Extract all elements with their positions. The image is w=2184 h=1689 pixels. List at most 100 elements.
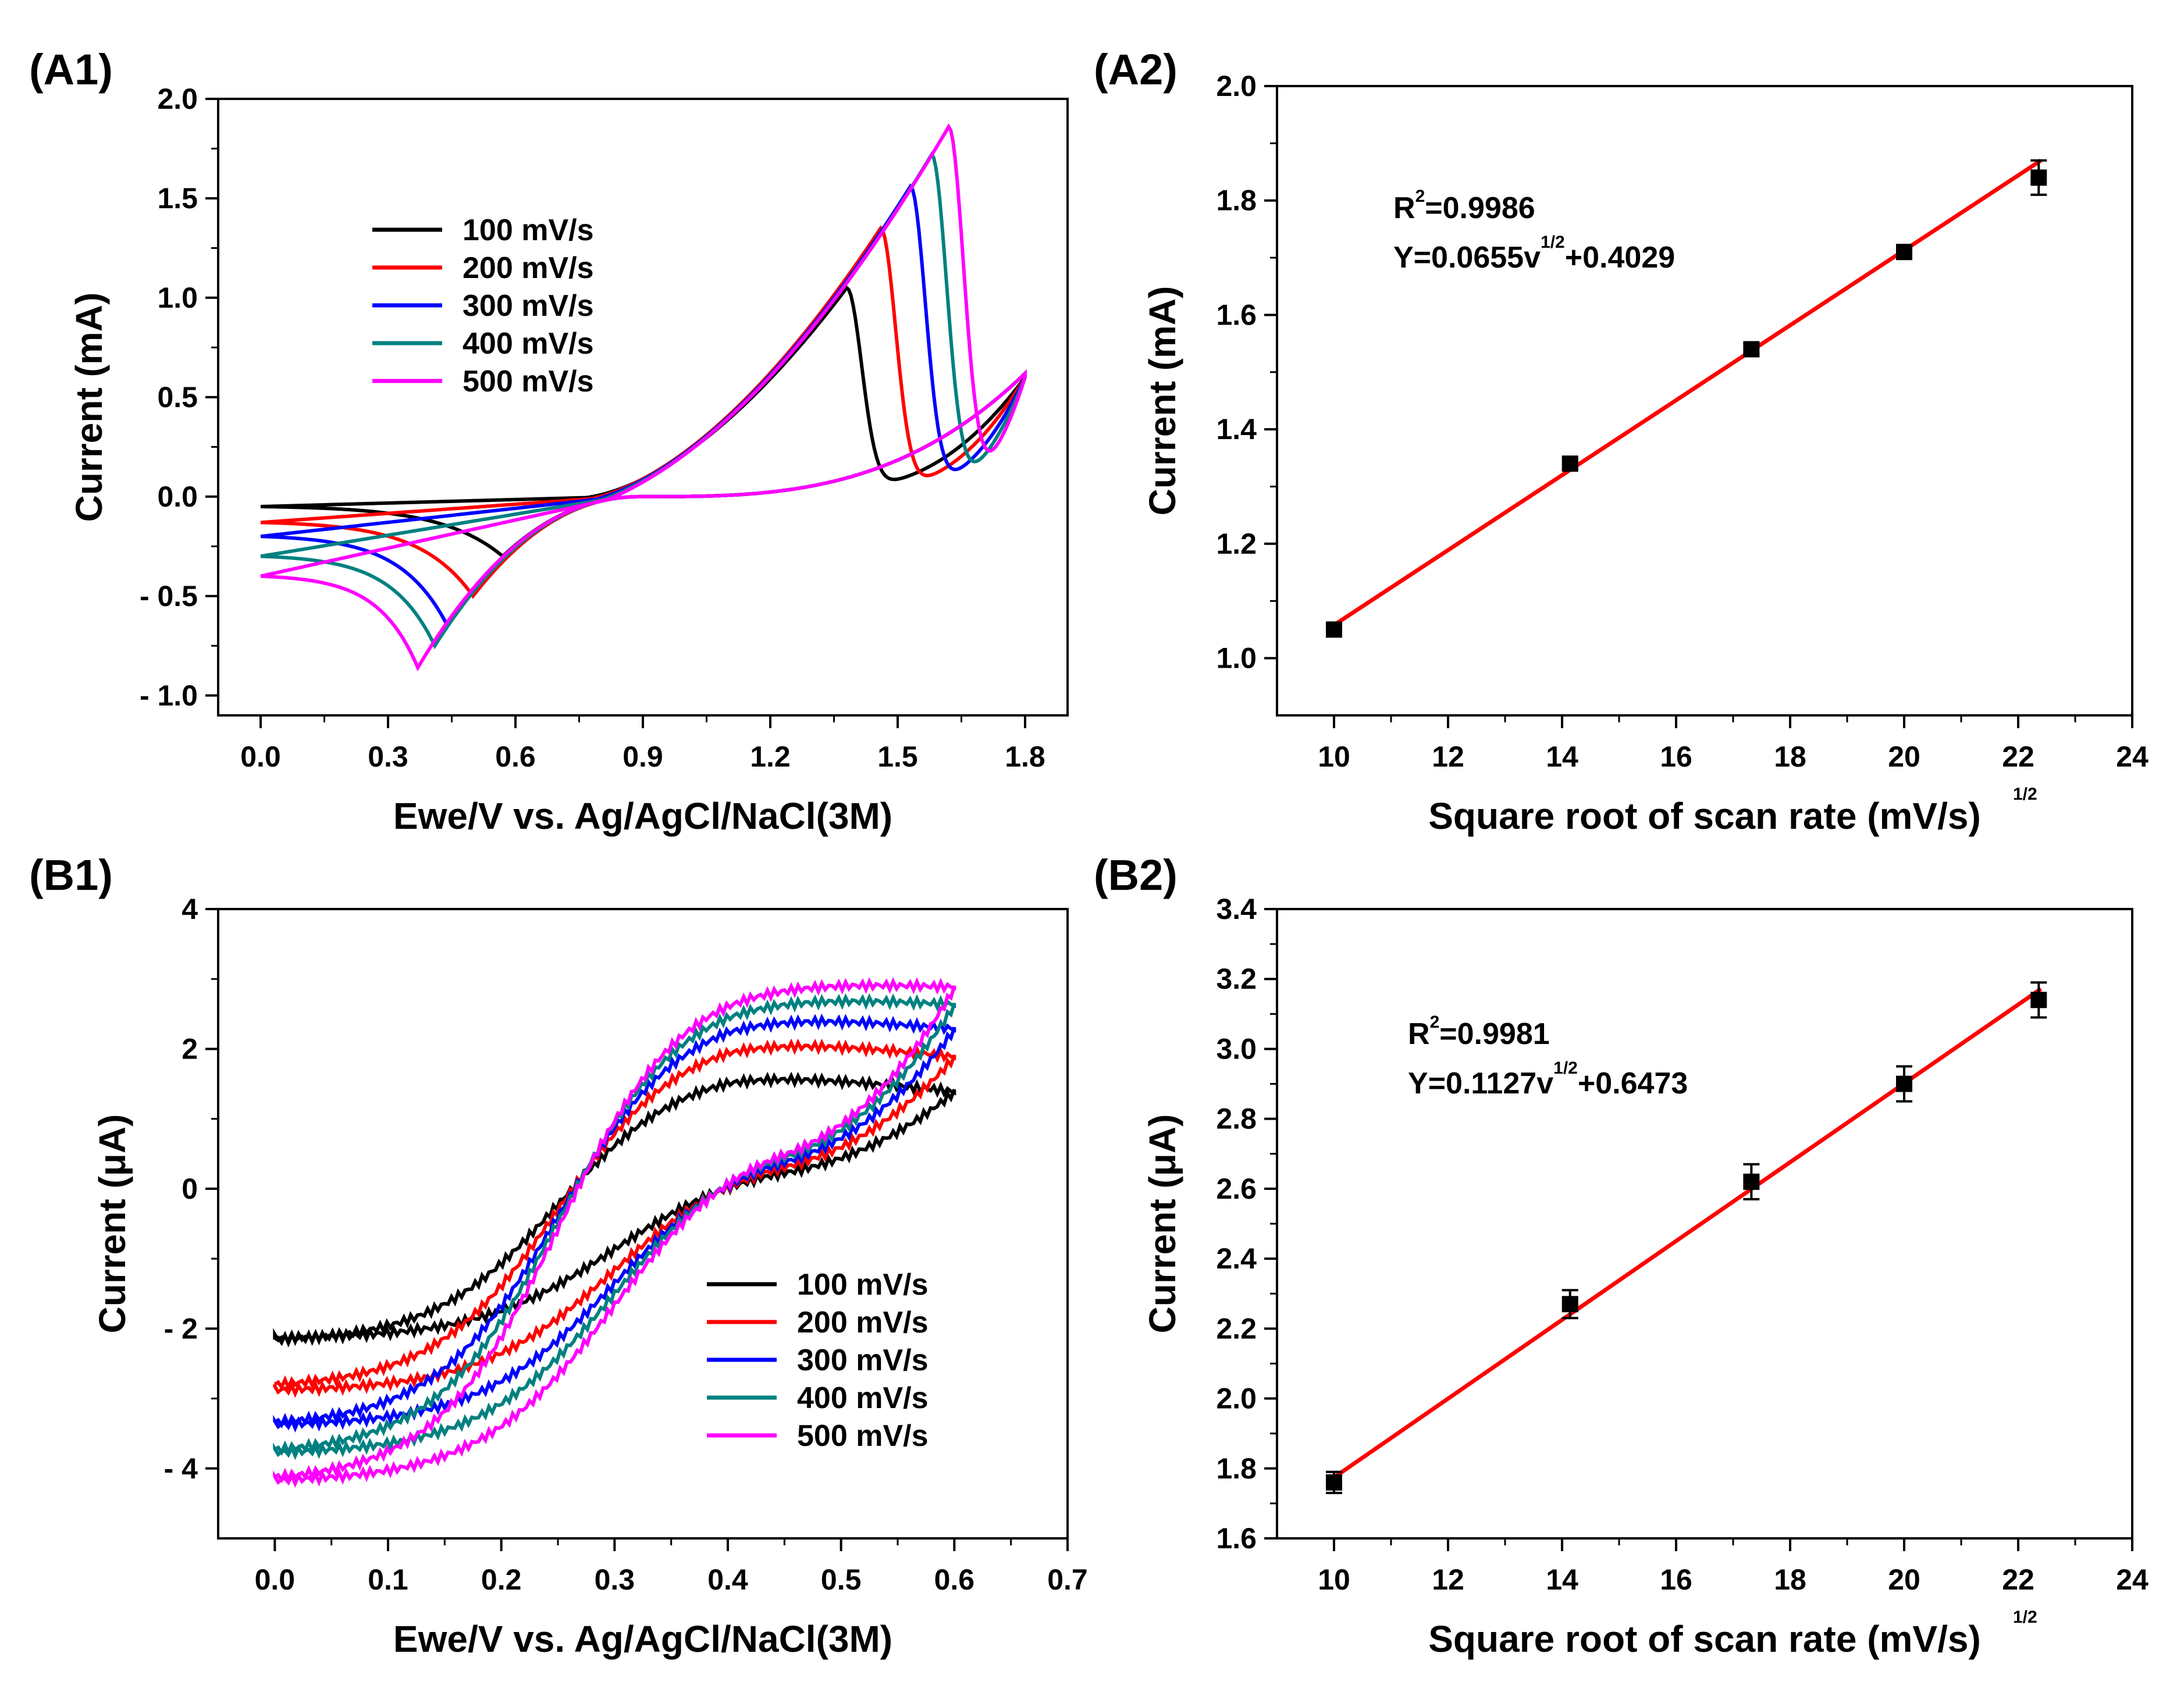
series-line-b1-3 (273, 993, 956, 1460)
data-point-b2-2 (1743, 1173, 1760, 1190)
x-tick-label-b1: 0.7 (1047, 1563, 1088, 1596)
fit-equation-annotation-b2: Y=0.1127v1/2+0.6473 (1408, 1059, 1688, 1100)
x-tick-label-a1: 0.9 (623, 740, 663, 773)
plot-area-b2 (1326, 981, 2047, 1494)
x-tick-label-b1: 0.3 (595, 1563, 635, 1596)
r-squared-annotation-b2: R2=0.9981 (1408, 1013, 1550, 1051)
data-point-a2-3 (1896, 244, 1912, 261)
data-point-a2-4 (2030, 169, 2047, 186)
x-axis-title-superscript-a2: 1/2 (2013, 785, 2037, 804)
panel-a1: (A1) 0.0 0.3 0.6 0.9 1.2 1.5 1.8 - 1.0 - 0.5 0.0 0.… (29, 45, 1069, 837)
y-tick-label-a2: 1.8 (1216, 184, 1257, 217)
x-tick-label-b1: 0.5 (821, 1563, 862, 1596)
series-line-b1-4 (273, 977, 956, 1488)
y-tick-label-a1: 0.5 (157, 381, 198, 414)
x-tick-label-b2: 18 (1774, 1563, 1806, 1596)
legend-label-b1-1: 200 mV/s (797, 1306, 929, 1339)
panel-label-a2: (A2) (1094, 45, 1178, 94)
fit-line-b2 (1333, 987, 2043, 1480)
r-squared-annotation-a2: R2=0.9986 (1393, 187, 1535, 225)
legend-label-a1-4: 500 mV/s (463, 365, 594, 398)
series-line-b1-0 (273, 1071, 956, 1348)
x-tick-label-a2: 18 (1774, 740, 1806, 773)
x-tick-label-a2: 10 (1318, 740, 1350, 773)
series-line-a1-4 (260, 123, 1027, 672)
panel-label-b2: (B2) (1094, 851, 1178, 899)
x-tick-label-a1: 0.3 (368, 740, 408, 773)
x-tick-label-a2: 24 (2116, 740, 2149, 773)
x-axis-title-superscript-b2: 1/2 (2013, 1608, 2037, 1627)
x-tick-label-a2: 14 (1546, 740, 1578, 773)
y-tick-label-b1: 4 (182, 893, 198, 925)
x-tick-label-b1: 0.6 (934, 1563, 975, 1596)
x-tick-label-a1: 1.5 (877, 740, 918, 773)
x-axis-title-b1: Ewe/V vs. Ag/AgCl/NaCl(3M) (393, 1618, 892, 1660)
panel-label-a1: (A1) (29, 45, 113, 94)
legend-label-a1-1: 200 mV/s (463, 251, 594, 285)
y-tick-label-b2: 2.0 (1216, 1382, 1257, 1415)
x-tick-label-a2: 20 (1888, 740, 1920, 773)
y-tick-label-a1: 1.0 (157, 282, 198, 314)
panel-label-b1: (B1) (29, 851, 113, 899)
y-tick-label-b2: 2.6 (1216, 1173, 1257, 1205)
x-axis-title-a2: Square root of scan rate (mV/s) (1428, 795, 1981, 837)
x-tick-label-b2: 12 (1432, 1563, 1464, 1596)
y-tick-label-a2: 1.6 (1216, 298, 1257, 331)
legend-label-b1-0: 100 mV/s (797, 1268, 929, 1302)
x-tick-label-a1: 1.2 (750, 740, 791, 773)
x-tick-label-b2: 16 (1660, 1563, 1692, 1596)
plot-area-b1 (273, 977, 956, 1488)
y-axis-title-b2: Current (μA) (1141, 1114, 1183, 1334)
x-tick-label-b2: 10 (1318, 1563, 1350, 1596)
series-line-b1-1 (273, 1038, 956, 1398)
y-tick-label-a2: 1.4 (1216, 413, 1257, 446)
x-tick-label-b1: 0.1 (368, 1563, 408, 1596)
y-tick-label-a1: - 0.5 (140, 580, 198, 612)
legend-label-a1-3: 400 mV/s (463, 327, 594, 361)
data-point-a2-2 (1743, 341, 1760, 358)
data-point-a2-0 (1326, 621, 1342, 638)
data-point-b2-1 (1561, 1296, 1578, 1313)
x-tick-label-a2: 12 (1432, 740, 1464, 773)
x-tick-label-b2: 24 (2116, 1563, 2149, 1596)
panel-b2: (B2) 10 12 14 16 18 20 22 24 1.6 1.8 2.0 2.2 2.4 2.6 2.… (1094, 851, 2149, 1660)
y-tick-label-a2: 2.0 (1216, 70, 1257, 102)
legend-label-b1-4: 500 mV/s (797, 1419, 929, 1453)
plot-area-a1 (260, 123, 1027, 672)
x-tick-label-b1: 0.4 (707, 1563, 748, 1596)
y-tick-label-b2: 2.4 (1216, 1242, 1257, 1275)
plot-frame-b1 (217, 908, 1069, 1540)
y-axis-title-b1: Current (μA) (91, 1114, 133, 1334)
y-tick-label-b1: 0 (182, 1173, 198, 1205)
y-tick-label-b2: 2.2 (1216, 1312, 1257, 1345)
y-tick-label-a2: 1.0 (1216, 642, 1257, 675)
y-axis-title-a1: Current (mA) (68, 293, 110, 522)
y-tick-label-a2: 1.2 (1216, 528, 1257, 560)
legend-label-b1-3: 400 mV/s (797, 1381, 929, 1415)
y-tick-label-b2: 1.6 (1216, 1522, 1257, 1555)
y-tick-label-a1: 0.0 (157, 480, 198, 513)
plot-area-a2 (1326, 158, 2047, 638)
x-tick-label-a1: 0.6 (495, 740, 536, 773)
x-tick-label-b1: 0.2 (481, 1563, 522, 1596)
y-tick-label-b2: 3.4 (1216, 893, 1257, 925)
plot-frame-a2 (1276, 85, 2133, 717)
x-axis-title-b2: Square root of scan rate (mV/s) (1428, 1618, 1981, 1660)
fit-line-a2 (1333, 158, 2043, 627)
y-tick-label-b2: 3.2 (1216, 963, 1257, 995)
data-point-a2-1 (1561, 455, 1578, 472)
data-point-b2-0 (1326, 1474, 1342, 1491)
panel-a2: (A2) 10 12 14 16 18 20 22 24 1.0 1.2 1.4 1.6 1.8 2.0 Sq… (1094, 45, 2149, 837)
y-tick-label-b1: - 2 (164, 1312, 198, 1345)
series-line-b1-2 (273, 1013, 956, 1433)
y-tick-label-b1: - 4 (164, 1452, 198, 1485)
x-tick-label-a2: 16 (1660, 740, 1692, 773)
fit-equation-annotation-a2: Y=0.0655v1/2+0.4029 (1393, 233, 1675, 275)
x-tick-label-b2: 20 (1888, 1563, 1920, 1596)
x-tick-label-b2: 14 (1546, 1563, 1578, 1596)
x-tick-label-a2: 22 (2002, 740, 2034, 773)
y-tick-label-b1: 2 (182, 1032, 198, 1065)
legend-label-a1-0: 100 mV/s (463, 213, 594, 247)
